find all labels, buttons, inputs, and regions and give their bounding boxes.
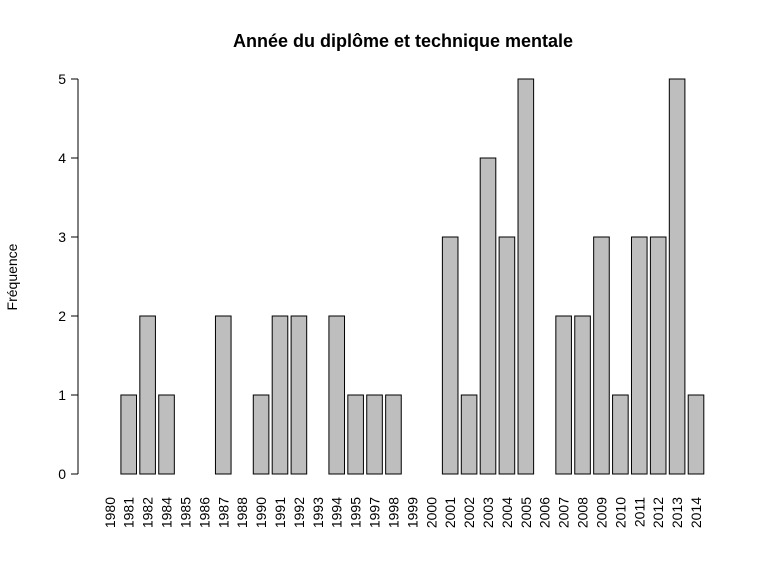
y-tick-label: 1	[58, 387, 66, 403]
x-tick-label-1987: 1987	[215, 497, 231, 528]
x-tick-label-1982: 1982	[140, 497, 156, 528]
bar-2009	[593, 236, 610, 475]
y-tick-label: 4	[58, 150, 66, 166]
bar-1998	[385, 394, 402, 475]
x-tick-label-1981: 1981	[121, 497, 137, 528]
bar-1992	[290, 315, 308, 475]
bar-1984	[158, 394, 175, 475]
bar-2010	[612, 394, 629, 475]
bar-2002	[460, 394, 478, 475]
x-tick-label-2013: 2013	[669, 497, 685, 528]
x-tick-label-1991: 1991	[272, 497, 288, 528]
bar-1990	[252, 394, 270, 475]
x-tick-label-1985: 1985	[177, 497, 193, 528]
x-tick-label-2005: 2005	[518, 497, 534, 528]
x-tick-label-2007: 2007	[556, 497, 572, 528]
x-tick-label-1993: 1993	[310, 497, 326, 528]
x-tick-label-2001: 2001	[442, 497, 458, 528]
bar-2007	[555, 315, 572, 475]
bar-2005	[517, 78, 535, 475]
x-tick-label-2002: 2002	[461, 497, 477, 528]
bar-2013	[668, 78, 686, 475]
bar-1997	[366, 394, 383, 475]
x-tick-label-2011: 2011	[631, 497, 647, 527]
chart-title: Année du diplôme et technique mentale	[233, 31, 573, 51]
y-axis: 0 1 2 3 4 5	[58, 71, 79, 482]
x-tick-label-2014: 2014	[688, 497, 704, 528]
x-tick-label-1998: 1998	[385, 497, 401, 528]
x-tick-label-1995: 1995	[348, 497, 364, 528]
bar-1981	[120, 394, 138, 475]
x-tick-label-2010: 2010	[612, 497, 628, 528]
x-tick-label-1990: 1990	[253, 497, 269, 528]
x-tick-label-2008: 2008	[575, 497, 591, 528]
x-tick-label-1980: 1980	[102, 497, 118, 528]
bar-2008	[574, 315, 591, 475]
y-tick-label: 0	[58, 466, 66, 482]
x-tick-label-1986: 1986	[196, 497, 212, 528]
bars	[120, 78, 705, 475]
bar-2012	[649, 236, 667, 475]
bar-2003	[479, 157, 497, 475]
x-tick-label-2003: 2003	[480, 497, 496, 528]
bar-1987	[214, 315, 232, 475]
y-tick-label: 2	[58, 308, 66, 324]
x-tick-label-2000: 2000	[423, 497, 439, 528]
bar-1982	[139, 315, 156, 475]
y-tick-label: 5	[58, 71, 66, 87]
bar-1991	[271, 315, 289, 475]
x-tick-label-2004: 2004	[499, 497, 515, 528]
bar-1995	[347, 394, 364, 475]
bar-1994	[328, 315, 346, 475]
x-tick-label-2012: 2012	[650, 497, 666, 528]
x-tick-label-1999: 1999	[404, 497, 420, 528]
bar-2001	[441, 236, 459, 475]
y-tick-label: 3	[58, 229, 66, 245]
bar-2011	[630, 236, 648, 475]
x-tick-label-2009: 2009	[593, 497, 609, 528]
x-tick-label-1992: 1992	[291, 497, 307, 528]
x-tick-label-1984: 1984	[159, 497, 175, 528]
x-tick-label-1994: 1994	[329, 497, 345, 528]
x-tick-label-2006: 2006	[537, 497, 553, 528]
x-tick-label-1988: 1988	[234, 497, 250, 528]
x-tick-label-1997: 1997	[367, 497, 383, 528]
bar-2004	[498, 236, 516, 475]
x-axis-tick-labels: 1980 1981 1982 1984 1985 1986 1987 1988 1990 1991…	[102, 497, 704, 528]
y-axis-label: Fréquence	[4, 243, 20, 310]
bar-2014	[687, 394, 705, 475]
